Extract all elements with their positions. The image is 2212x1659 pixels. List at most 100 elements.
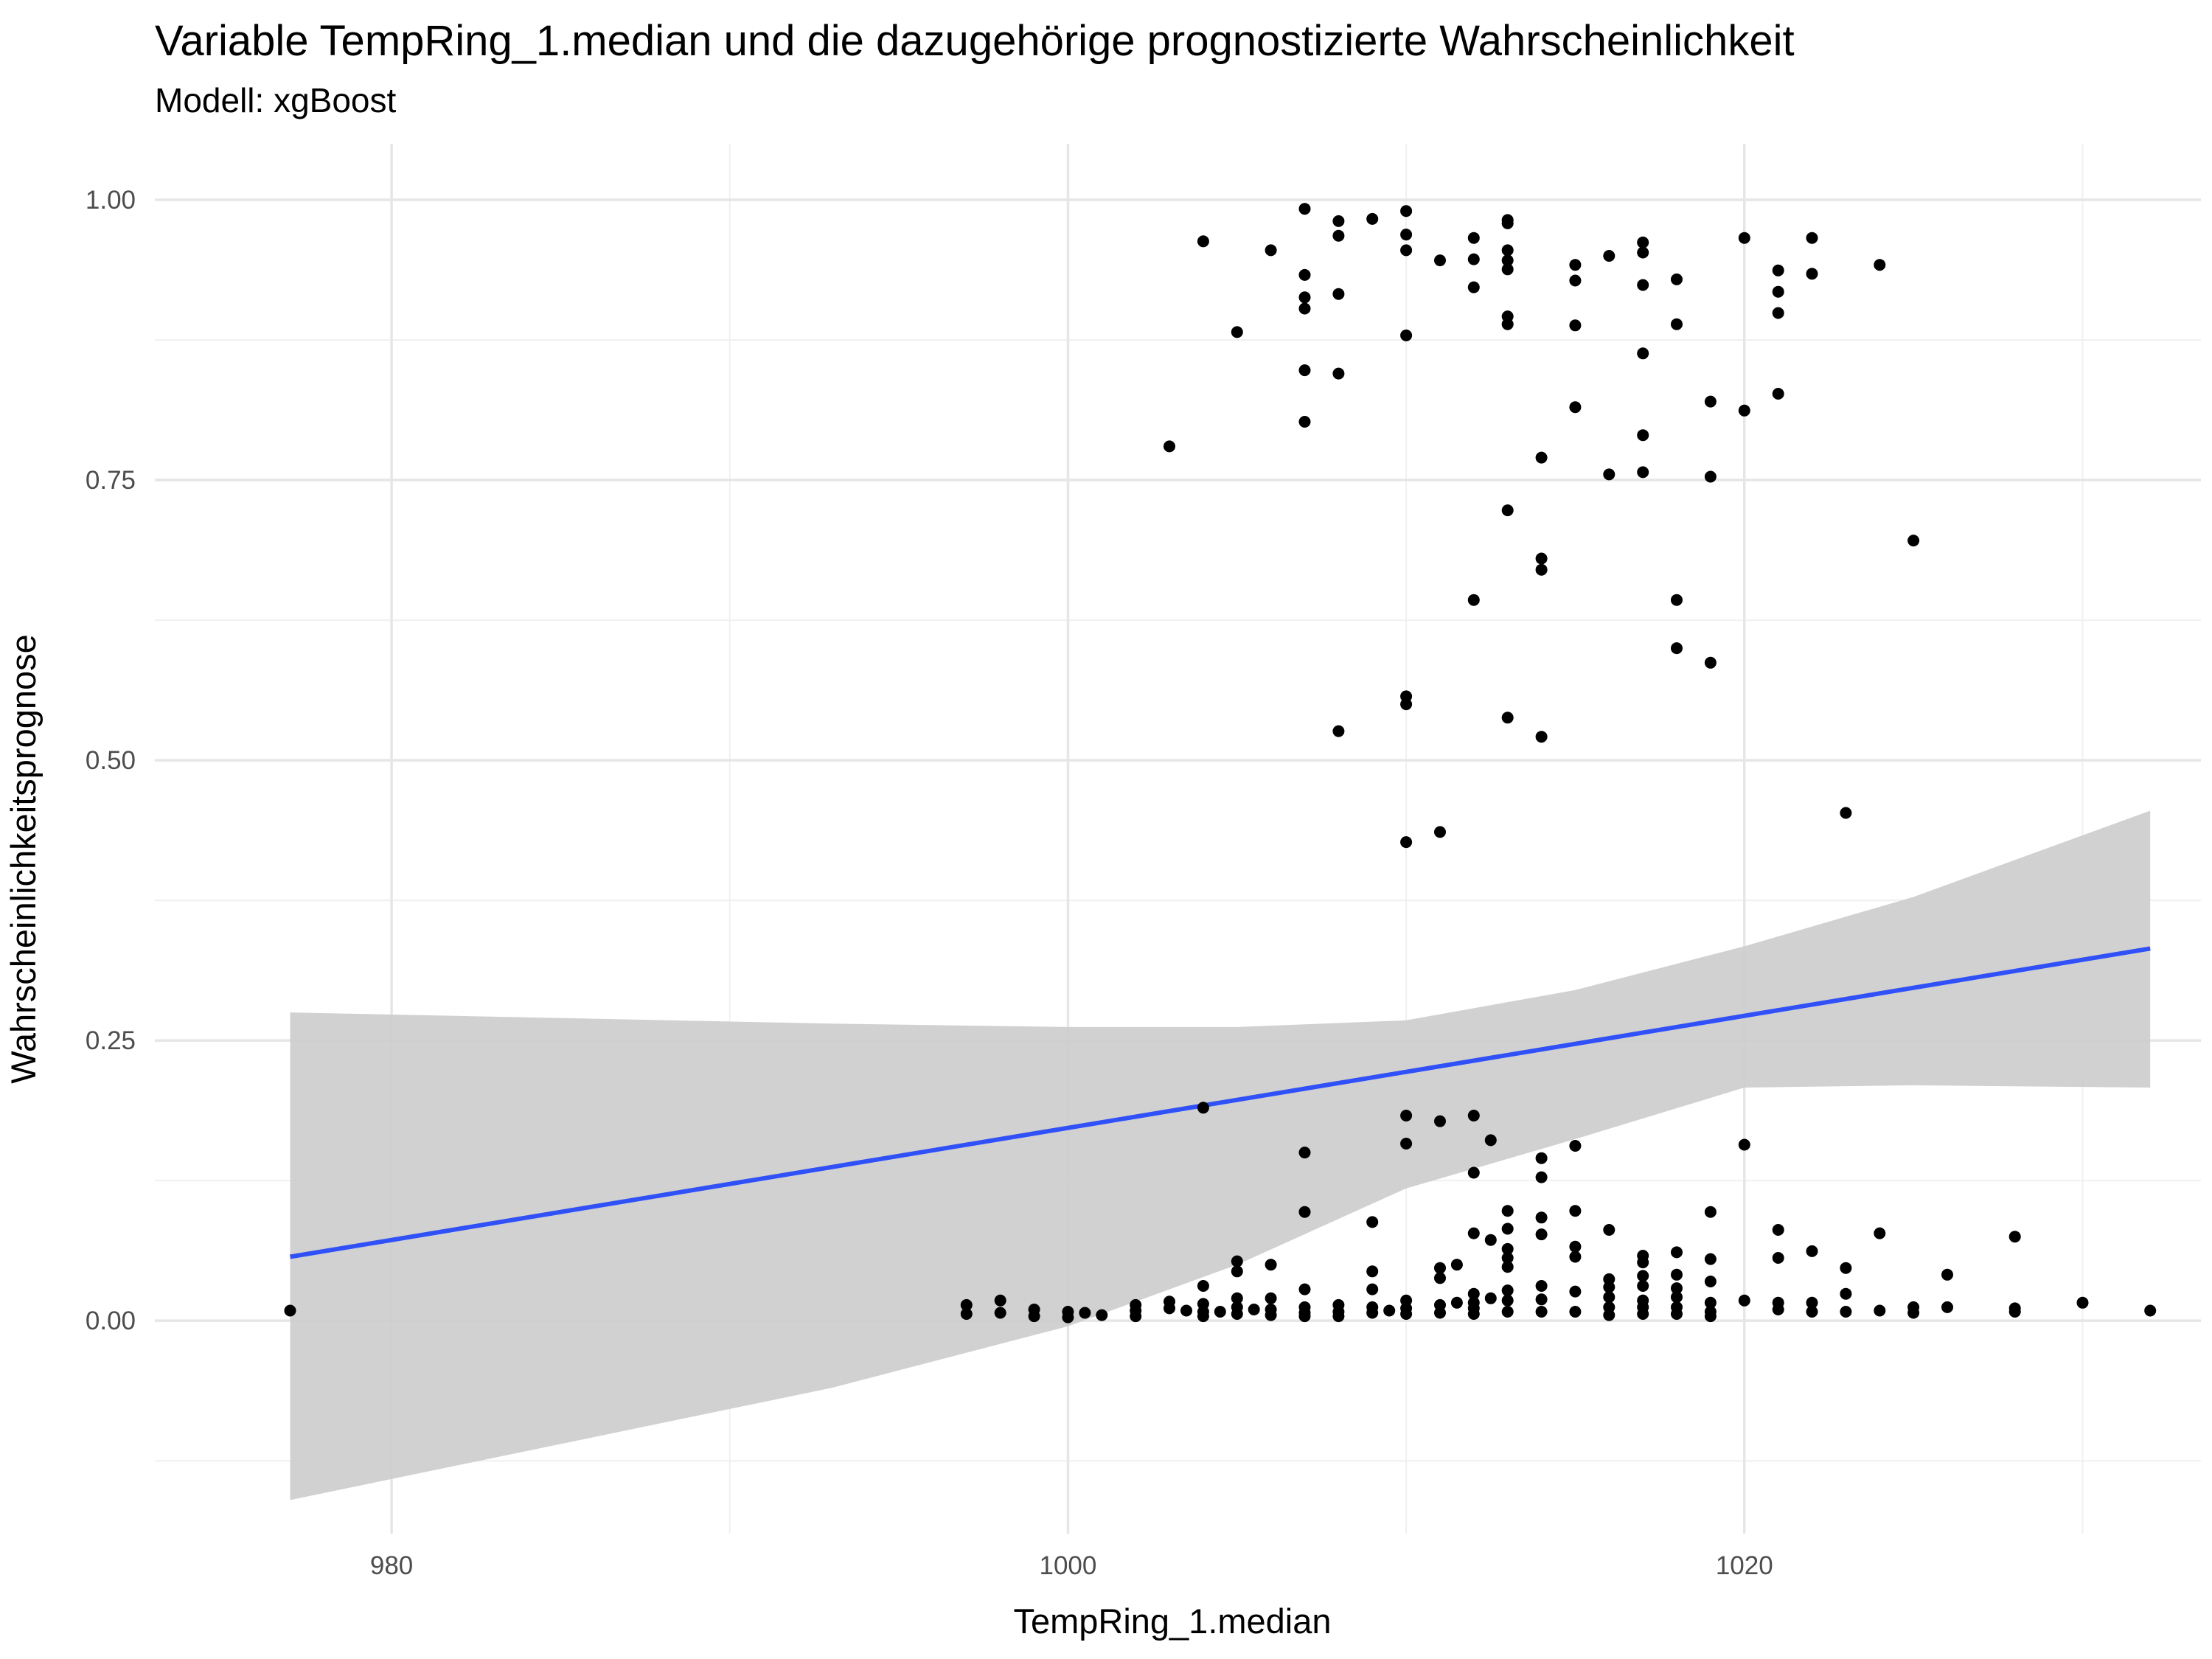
data-point — [284, 1304, 296, 1317]
data-point — [1265, 1292, 1277, 1304]
data-point — [2008, 1306, 2021, 1318]
data-point — [1671, 1291, 1683, 1304]
data-point — [1772, 264, 1784, 276]
data-point — [1501, 712, 1514, 724]
data-point — [1332, 1310, 1345, 1323]
data-point — [1231, 1308, 1243, 1320]
data-point — [1738, 1294, 1750, 1307]
data-point — [1907, 535, 1920, 547]
data-point — [1467, 594, 1480, 606]
data-point — [1603, 1309, 1615, 1321]
data-point — [2076, 1296, 2089, 1309]
data-point — [1197, 1102, 1209, 1114]
confidence-band — [290, 810, 2151, 1500]
data-point — [1637, 246, 1649, 259]
data-point — [1434, 1307, 1446, 1319]
data-point — [1467, 1308, 1480, 1320]
data-point — [960, 1308, 973, 1320]
data-point — [1298, 268, 1311, 281]
y-tick-label: 1.00 — [86, 186, 136, 215]
data-point — [1467, 281, 1480, 293]
data-point — [1907, 1307, 1920, 1319]
y-tick-label: 0.00 — [86, 1307, 136, 1335]
data-point — [1671, 1308, 1683, 1320]
data-point — [1637, 429, 1649, 442]
data-point — [1332, 229, 1345, 242]
data-point — [2008, 1231, 2021, 1243]
data-point — [1569, 1140, 1582, 1152]
data-point — [1738, 404, 1750, 417]
x-axis-title: TempRing_1.median — [1013, 1601, 1331, 1641]
data-point — [1298, 1206, 1311, 1218]
data-point — [1434, 826, 1446, 838]
data-point — [1501, 1306, 1514, 1318]
data-point — [1164, 1302, 1175, 1315]
data-point — [1298, 203, 1311, 215]
data-point — [1637, 347, 1649, 360]
chart-title: Variable TempRing_1.median und die dazug… — [155, 17, 1795, 65]
data-point — [1332, 725, 1345, 737]
data-point — [1265, 1259, 1277, 1271]
data-point — [1603, 1224, 1615, 1236]
data-point — [1434, 254, 1446, 267]
data-point — [1383, 1304, 1396, 1317]
data-point — [1400, 698, 1413, 711]
y-tick-label: 0.75 — [86, 466, 136, 495]
y-tick-label: 0.50 — [86, 746, 136, 775]
data-point — [1366, 1307, 1379, 1319]
data-point — [1450, 1296, 1463, 1309]
data-point — [1332, 288, 1345, 300]
data-point — [1569, 401, 1582, 414]
data-point — [1164, 440, 1175, 453]
data-point — [1265, 1309, 1277, 1321]
data-point — [1501, 504, 1514, 517]
data-point — [1298, 416, 1311, 428]
data-point — [1400, 1110, 1413, 1121]
data-point — [1298, 1283, 1311, 1295]
data-point — [1366, 1283, 1379, 1295]
data-point — [1400, 244, 1413, 257]
data-point — [1197, 1280, 1209, 1292]
data-point — [1704, 1296, 1717, 1309]
chart-subtitle: Modell: xgBoost — [155, 81, 396, 119]
data-point — [1501, 318, 1514, 330]
data-point — [1434, 1262, 1446, 1274]
data-point — [1874, 1304, 1886, 1317]
data-point — [1501, 1205, 1514, 1217]
data-point — [2144, 1304, 2157, 1317]
data-point — [1704, 1276, 1717, 1287]
data-point — [1637, 236, 1649, 248]
data-point — [1671, 642, 1683, 655]
data-point — [1704, 1253, 1717, 1265]
data-point — [1535, 1280, 1548, 1292]
data-point — [1501, 217, 1514, 229]
data-point — [1704, 1206, 1717, 1218]
data-point — [1231, 1265, 1243, 1278]
data-point — [1535, 1211, 1548, 1224]
data-point — [1806, 268, 1818, 280]
data-point — [1772, 285, 1784, 298]
data-point — [1637, 466, 1649, 479]
data-point — [1603, 468, 1615, 481]
data-point — [1366, 1216, 1379, 1228]
data-point — [1130, 1310, 1142, 1323]
data-point — [1840, 1262, 1852, 1274]
data-point — [1501, 254, 1514, 267]
data-point — [1467, 1166, 1480, 1179]
data-point — [1535, 1306, 1548, 1318]
data-point — [1535, 451, 1548, 464]
data-point — [1704, 470, 1717, 483]
data-point — [1569, 1285, 1582, 1298]
data-point — [1569, 259, 1582, 271]
data-point — [1569, 1251, 1582, 1263]
data-point — [1535, 1293, 1548, 1306]
data-point — [1332, 367, 1345, 380]
data-point — [1637, 1256, 1649, 1269]
data-point — [1467, 1227, 1480, 1239]
data-point — [1941, 1268, 1953, 1281]
data-point — [1772, 307, 1784, 319]
data-point — [1772, 1304, 1784, 1315]
data-point — [1197, 1310, 1209, 1323]
data-point — [1806, 1245, 1818, 1257]
trend-line — [289, 946, 2151, 1259]
